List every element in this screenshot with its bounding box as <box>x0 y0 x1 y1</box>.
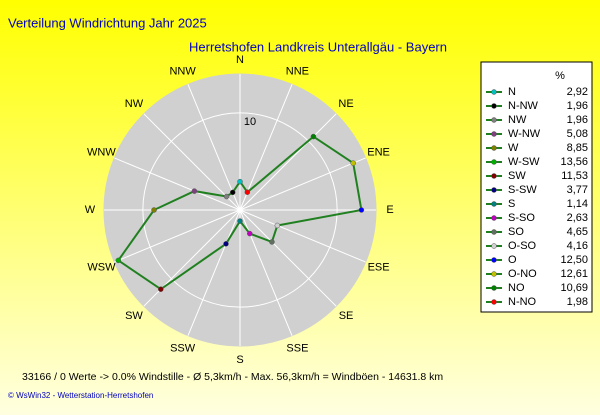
r-tick-label: 10 <box>244 116 256 128</box>
legend-marker <box>491 103 497 109</box>
legend-label: W-SW <box>508 156 540 168</box>
legend-marker <box>491 145 497 151</box>
direction-label: ESE <box>368 261 390 273</box>
legend-label: O-SO <box>508 240 537 252</box>
spoke <box>239 209 337 307</box>
direction-label: SSE <box>286 342 308 354</box>
legend-value: 1,96 <box>567 100 588 112</box>
radar-point <box>191 188 198 194</box>
legend-value: 1,96 <box>567 114 588 126</box>
legend-label: W-NW <box>508 128 541 140</box>
radar-point <box>223 241 229 247</box>
legend-marker <box>491 159 497 165</box>
spoke <box>114 209 241 263</box>
legend-label: SW <box>508 170 526 182</box>
spoke <box>143 113 241 211</box>
radar-point <box>237 178 243 185</box>
legend-label: NO <box>508 282 525 294</box>
radar-point <box>115 257 122 264</box>
legend-marker <box>491 117 497 123</box>
direction-label: NNE <box>286 65 309 77</box>
radar-point <box>229 189 236 196</box>
legend-marker <box>491 131 497 137</box>
legend-marker <box>491 257 497 263</box>
radar-point <box>269 239 275 245</box>
legend-value: 2,63 <box>567 212 588 224</box>
spoke <box>187 84 241 211</box>
spoke <box>239 209 366 263</box>
legend-label: N-NO <box>508 296 537 308</box>
legend-value: 2,92 <box>567 86 588 98</box>
legend-marker <box>491 243 497 249</box>
legend-value: 8,85 <box>567 142 588 154</box>
legend-value: 4,16 <box>567 240 588 252</box>
legend-marker <box>491 89 497 95</box>
spoke <box>239 113 337 211</box>
direction-label: WNW <box>87 147 116 159</box>
legend-value: 1,14 <box>567 198 588 210</box>
legend-marker <box>491 285 497 291</box>
footer: 33166 / 0 Werte -> 0.0% Windstille - Ø 5… <box>22 371 443 383</box>
chart-subtitle: Herretshofen Landkreis Unterallgäu - Bay… <box>189 39 447 54</box>
direction-label: NE <box>338 98 353 110</box>
spoke <box>239 157 366 211</box>
chart-title: Verteilung Windrichtung Jahr 2025 <box>8 15 207 30</box>
radar-point <box>358 207 365 213</box>
credit: © WsWin32 - Wetterstation-Herretshofen <box>8 391 153 400</box>
radar-point <box>350 160 356 166</box>
legend-marker <box>491 201 497 207</box>
legend-label: S <box>508 198 515 210</box>
radar-point <box>151 207 157 213</box>
legend-label: SO <box>508 226 524 238</box>
direction-label: E <box>386 204 393 216</box>
radar-point <box>237 218 243 224</box>
legend-label: S-SO <box>508 212 535 224</box>
direction-label: SW <box>125 310 143 322</box>
legend-label: N <box>508 86 516 98</box>
legend-label: N-NW <box>508 100 539 112</box>
radar-point <box>244 189 251 195</box>
radar-point <box>158 286 164 292</box>
direction-label: SSW <box>170 342 196 354</box>
grid-ring <box>142 112 338 308</box>
spoke <box>187 209 241 336</box>
legend-value: 12,61 <box>560 268 588 280</box>
direction-label: NNW <box>169 65 196 77</box>
legend-value: 10,69 <box>560 282 588 294</box>
legend-marker <box>491 173 497 179</box>
legend-value: 5,08 <box>567 128 588 140</box>
radar-point <box>310 133 317 140</box>
radar-point <box>274 222 281 229</box>
legend-value: 1,98 <box>567 296 588 308</box>
radar-point <box>247 230 253 237</box>
legend-value: 12,50 <box>560 254 588 266</box>
legend-label: NW <box>508 114 527 126</box>
spoke <box>114 157 241 211</box>
direction-label: N <box>236 54 244 66</box>
legend-label: W <box>508 142 519 154</box>
legend-header: % <box>555 70 565 82</box>
direction-label: SE <box>339 310 354 322</box>
legend-value: 13,56 <box>560 156 588 168</box>
direction-label: S <box>236 354 243 366</box>
direction-label: ENE <box>367 147 390 159</box>
legend-value: 4,65 <box>567 226 588 238</box>
legend-label: S-SW <box>508 184 537 196</box>
legend-marker <box>491 187 497 193</box>
legend-marker <box>491 271 497 277</box>
legend-value: 3,77 <box>567 184 588 196</box>
legend-marker <box>491 299 497 305</box>
legend-box <box>480 61 593 313</box>
legend-label: O-NO <box>508 268 537 280</box>
direction-label: WSW <box>87 261 116 273</box>
legend-value: 11,53 <box>561 170 588 182</box>
legend-marker <box>491 229 497 235</box>
legend-label: O <box>508 254 517 266</box>
spoke <box>239 84 293 211</box>
legend-marker <box>491 215 497 221</box>
direction-label: W <box>85 204 96 216</box>
radar-point <box>223 193 230 200</box>
direction-label: NW <box>125 98 144 110</box>
